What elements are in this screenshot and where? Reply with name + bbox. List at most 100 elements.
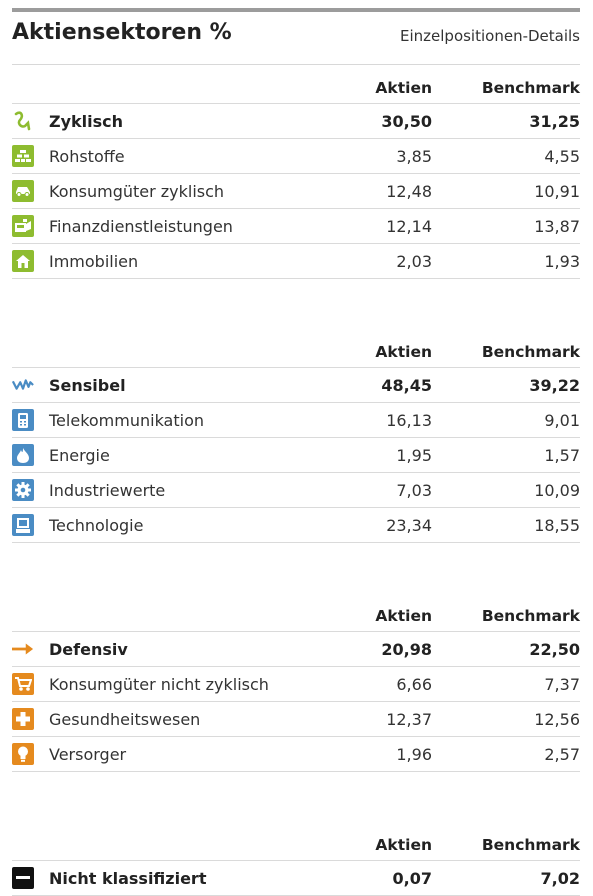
- group-row-sensitive: Sensibel 48,45 39,22: [12, 367, 580, 402]
- col-header-benchmark: Benchmark: [481, 607, 580, 625]
- group-row-unclassified: Nicht klassifiziert 0,07 7,02: [12, 860, 580, 896]
- group-unclassified: Aktien Benchmark Nicht klassifiziert 0,0…: [12, 822, 580, 896]
- bricks-icon: [12, 145, 34, 167]
- aktien-value: 20,98: [381, 640, 432, 659]
- col-header-benchmark: Benchmark: [481, 79, 580, 97]
- col-header-aktien: Aktien: [375, 79, 432, 97]
- sector-row-finanzdienstleistungen: Finanzdienstleistungen 12,14 13,87: [12, 208, 580, 243]
- flame-icon: [12, 444, 34, 466]
- sector-widget: Aktiensektoren % Einzelpositionen-Detail…: [12, 8, 580, 896]
- sector-name: Technologie: [49, 516, 144, 535]
- sector-name: Konsumgüter nicht zyklisch: [49, 675, 269, 694]
- finance-icon: [12, 215, 34, 237]
- sector-name: Konsumgüter zyklisch: [49, 182, 225, 201]
- benchmark-value: 18,55: [534, 516, 580, 535]
- spacer: [12, 543, 580, 593]
- aktien-value: 12,48: [386, 182, 432, 201]
- minus-icon: [12, 867, 34, 889]
- phone-icon: [12, 409, 34, 431]
- cyclical-wave-icon: [12, 110, 34, 132]
- aktien-value: 16,13: [386, 411, 432, 430]
- gear-icon: [12, 479, 34, 501]
- benchmark-value: 1,93: [544, 252, 580, 271]
- aktien-value: 12,14: [386, 217, 432, 236]
- benchmark-value: 13,87: [534, 217, 580, 236]
- group-name: Zyklisch: [49, 112, 124, 131]
- table-header: Aktien Benchmark: [12, 65, 580, 103]
- sector-name: Versorger: [49, 745, 127, 764]
- aktien-value: 48,45: [381, 376, 432, 395]
- table-header: Aktien Benchmark: [12, 822, 580, 860]
- sector-row-konsumgueter-nicht-zyklisch: Konsumgüter nicht zyklisch 6,66 7,37: [12, 666, 580, 701]
- col-header-aktien: Aktien: [375, 607, 432, 625]
- col-header-benchmark: Benchmark: [481, 836, 580, 854]
- col-header-benchmark: Benchmark: [481, 343, 580, 361]
- sector-name: Telekommunikation: [49, 411, 205, 430]
- group-name: Defensiv: [49, 640, 128, 659]
- table-header: Aktien Benchmark: [12, 329, 580, 367]
- group-row-cyclical: Zyklisch 30,50 31,25: [12, 103, 580, 138]
- lightbulb-icon: [12, 743, 34, 765]
- aktien-value: 23,34: [386, 516, 432, 535]
- benchmark-value: 4,55: [544, 147, 580, 166]
- positions-details-link[interactable]: Einzelpositionen-Details: [400, 27, 580, 45]
- col-header-aktien: Aktien: [375, 343, 432, 361]
- group-defensive: Aktien Benchmark Defensiv 20,98 22,50 Ko…: [12, 593, 580, 772]
- benchmark-value: 10,91: [534, 182, 580, 201]
- group-name: Nicht klassifiziert: [49, 869, 207, 888]
- divider: [12, 64, 580, 65]
- benchmark-value: 9,01: [544, 411, 580, 430]
- aktien-value: 30,50: [381, 112, 432, 131]
- benchmark-value: 1,57: [544, 446, 580, 465]
- benchmark-value: 7,37: [544, 675, 580, 694]
- health-cross-icon: [12, 708, 34, 730]
- aktien-value: 0,07: [392, 869, 432, 888]
- benchmark-value: 31,25: [529, 112, 580, 131]
- spacer: [12, 279, 580, 329]
- group-name: Sensibel: [49, 376, 126, 395]
- sector-name: Gesundheitswesen: [49, 710, 201, 729]
- sector-name: Rohstoffe: [49, 147, 125, 166]
- sector-row-immobilien: Immobilien 2,03 1,93: [12, 243, 580, 279]
- aktien-value: 1,96: [396, 745, 432, 764]
- sector-name: Immobilien: [49, 252, 139, 271]
- sensitive-zigzag-icon: [12, 374, 34, 396]
- sector-row-versorger: Versorger 1,96 2,57: [12, 736, 580, 772]
- benchmark-value: 22,50: [529, 640, 580, 659]
- page-title: Aktiensektoren %: [12, 20, 232, 45]
- col-header-aktien: Aktien: [375, 836, 432, 854]
- aktien-value: 2,03: [396, 252, 432, 271]
- computer-icon: [12, 514, 34, 536]
- defensive-arrow-icon: [12, 638, 34, 660]
- aktien-value: 7,03: [396, 481, 432, 500]
- group-sensitive: Aktien Benchmark Sensibel 48,45 39,22 Te…: [12, 329, 580, 543]
- sector-row-energie: Energie 1,95 1,57: [12, 437, 580, 472]
- sector-name: Industriewerte: [49, 481, 166, 500]
- house-icon: [12, 250, 34, 272]
- sector-row-gesundheitswesen: Gesundheitswesen 12,37 12,56: [12, 701, 580, 736]
- top-rule: [12, 8, 580, 12]
- benchmark-value: 7,02: [540, 869, 580, 888]
- group-cyclical: Aktien Benchmark Zyklisch 30,50 31,25 Ro…: [12, 65, 580, 279]
- group-row-defensive: Defensiv 20,98 22,50: [12, 631, 580, 666]
- cart-icon: [12, 673, 34, 695]
- sector-row-rohstoffe: Rohstoffe 3,85 4,55: [12, 138, 580, 173]
- benchmark-value: 12,56: [534, 710, 580, 729]
- table-header: Aktien Benchmark: [12, 593, 580, 631]
- sector-row-industriewerte: Industriewerte 7,03 10,09: [12, 472, 580, 507]
- benchmark-value: 10,09: [534, 481, 580, 500]
- aktien-value: 12,37: [386, 710, 432, 729]
- sector-row-technologie: Technologie 23,34 18,55: [12, 507, 580, 543]
- car-icon: [12, 180, 34, 202]
- benchmark-value: 39,22: [529, 376, 580, 395]
- sector-row-konsumgueter-zyklisch: Konsumgüter zyklisch 12,48 10,91: [12, 173, 580, 208]
- aktien-value: 1,95: [396, 446, 432, 465]
- benchmark-value: 2,57: [544, 745, 580, 764]
- sector-row-telekommunikation: Telekommunikation 16,13 9,01: [12, 402, 580, 437]
- widget-header: Aktiensektoren % Einzelpositionen-Detail…: [12, 12, 580, 64]
- aktien-value: 6,66: [396, 675, 432, 694]
- spacer: [12, 772, 580, 822]
- sector-name: Finanzdienstleistungen: [49, 217, 233, 236]
- sector-name: Energie: [49, 446, 110, 465]
- aktien-value: 3,85: [396, 147, 432, 166]
